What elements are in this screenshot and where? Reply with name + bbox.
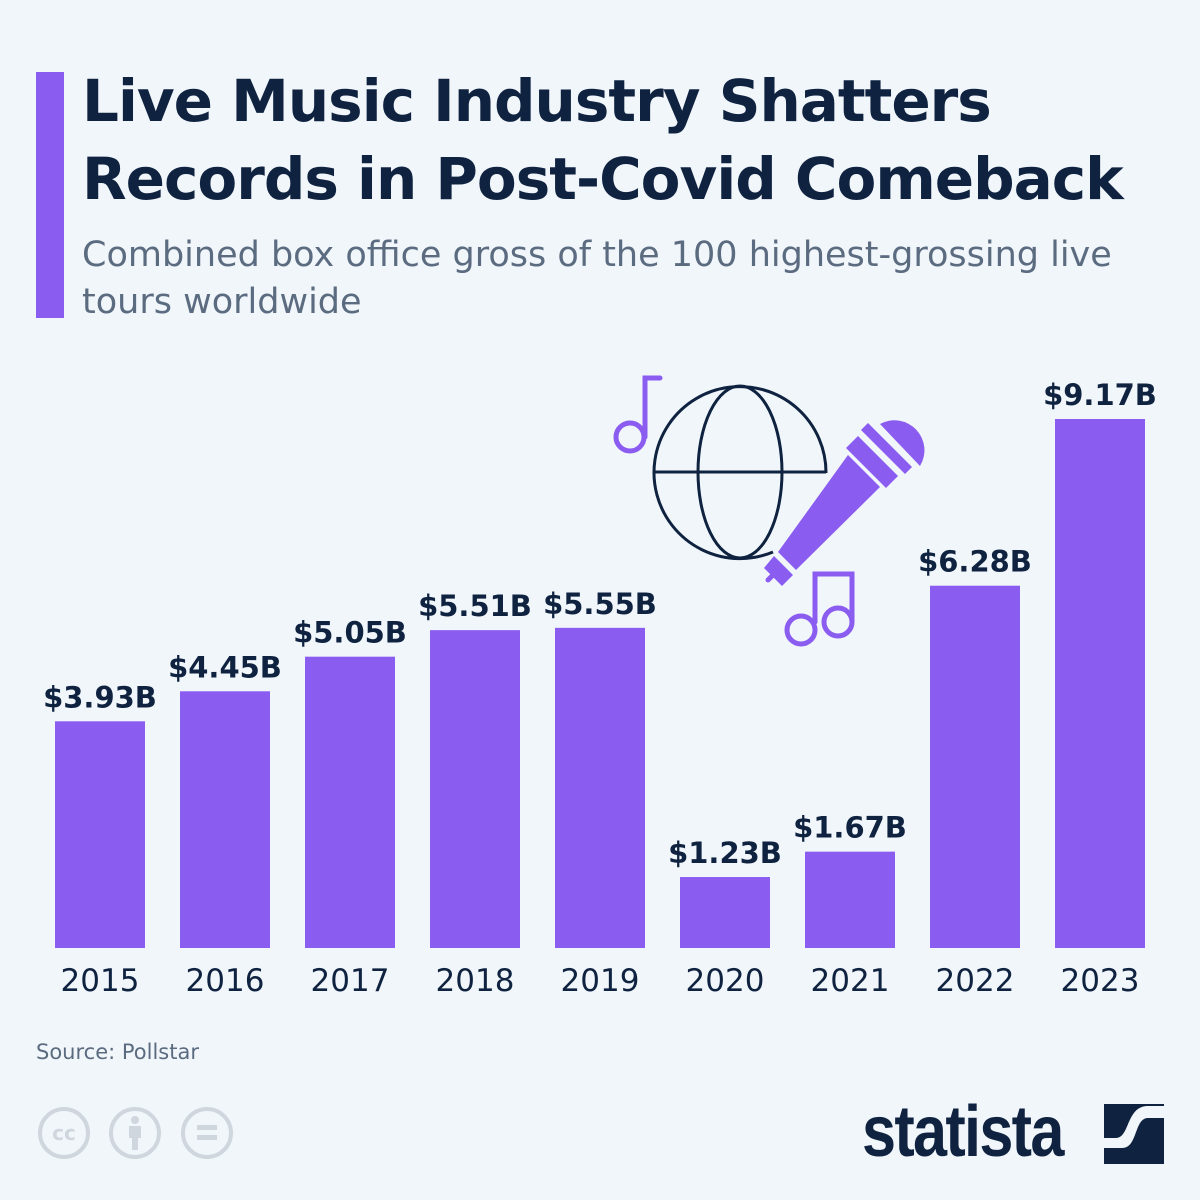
data-label: $5.51B	[418, 589, 532, 623]
x-tick-label: 2016	[186, 963, 265, 999]
title-accent-bar	[36, 72, 64, 318]
x-tick-label: 2022	[936, 963, 1015, 999]
by-icon[interactable]	[108, 1106, 162, 1160]
globe-icon	[652, 384, 828, 561]
bar-2021	[805, 851, 895, 948]
bar-2016	[180, 691, 270, 948]
chart-subtitle: Combined box office gross of the 100 hig…	[82, 235, 1112, 322]
data-label: $1.23B	[668, 836, 782, 870]
microphone-icon	[764, 420, 925, 586]
data-label: $3.93B	[43, 680, 157, 714]
statista-logo-mark-icon	[1104, 1104, 1164, 1164]
x-tick-label: 2020	[686, 963, 765, 999]
bar-2022	[930, 585, 1020, 948]
x-tick-label: 2023	[1061, 963, 1140, 999]
bar-2017	[305, 656, 395, 948]
bar-2019	[555, 627, 645, 948]
cc-icon[interactable]: cc	[37, 1106, 91, 1160]
nd-icon[interactable]	[180, 1106, 234, 1160]
bar-2020	[680, 877, 770, 948]
source-note: Source: Pollstar	[36, 1040, 199, 1064]
x-tick-label: 2018	[436, 963, 515, 999]
double-music-note-icon	[784, 571, 855, 647]
data-label: $5.05B	[293, 616, 407, 650]
data-label: $1.67B	[793, 811, 907, 845]
bar-2023	[1055, 419, 1145, 948]
music-note-icon	[613, 375, 663, 454]
x-tick-label: 2019	[561, 963, 640, 999]
data-label: $6.28B	[918, 545, 1032, 579]
x-tick-label: 2021	[811, 963, 890, 999]
bar-2018	[430, 630, 520, 948]
chart-title: Live Music Industry Shatters Records in …	[82, 67, 1124, 213]
x-tick-label: 2017	[311, 963, 390, 999]
data-label: $4.45B	[168, 650, 282, 684]
data-label: $9.17B	[1043, 378, 1157, 412]
illustration	[613, 375, 925, 647]
data-label: $5.55B	[543, 587, 657, 621]
svg-text:cc: cc	[52, 1121, 76, 1145]
x-tick-label: 2015	[61, 963, 140, 999]
statista-logo[interactable]: statista	[862, 1092, 1064, 1172]
bar-2015	[55, 721, 145, 948]
